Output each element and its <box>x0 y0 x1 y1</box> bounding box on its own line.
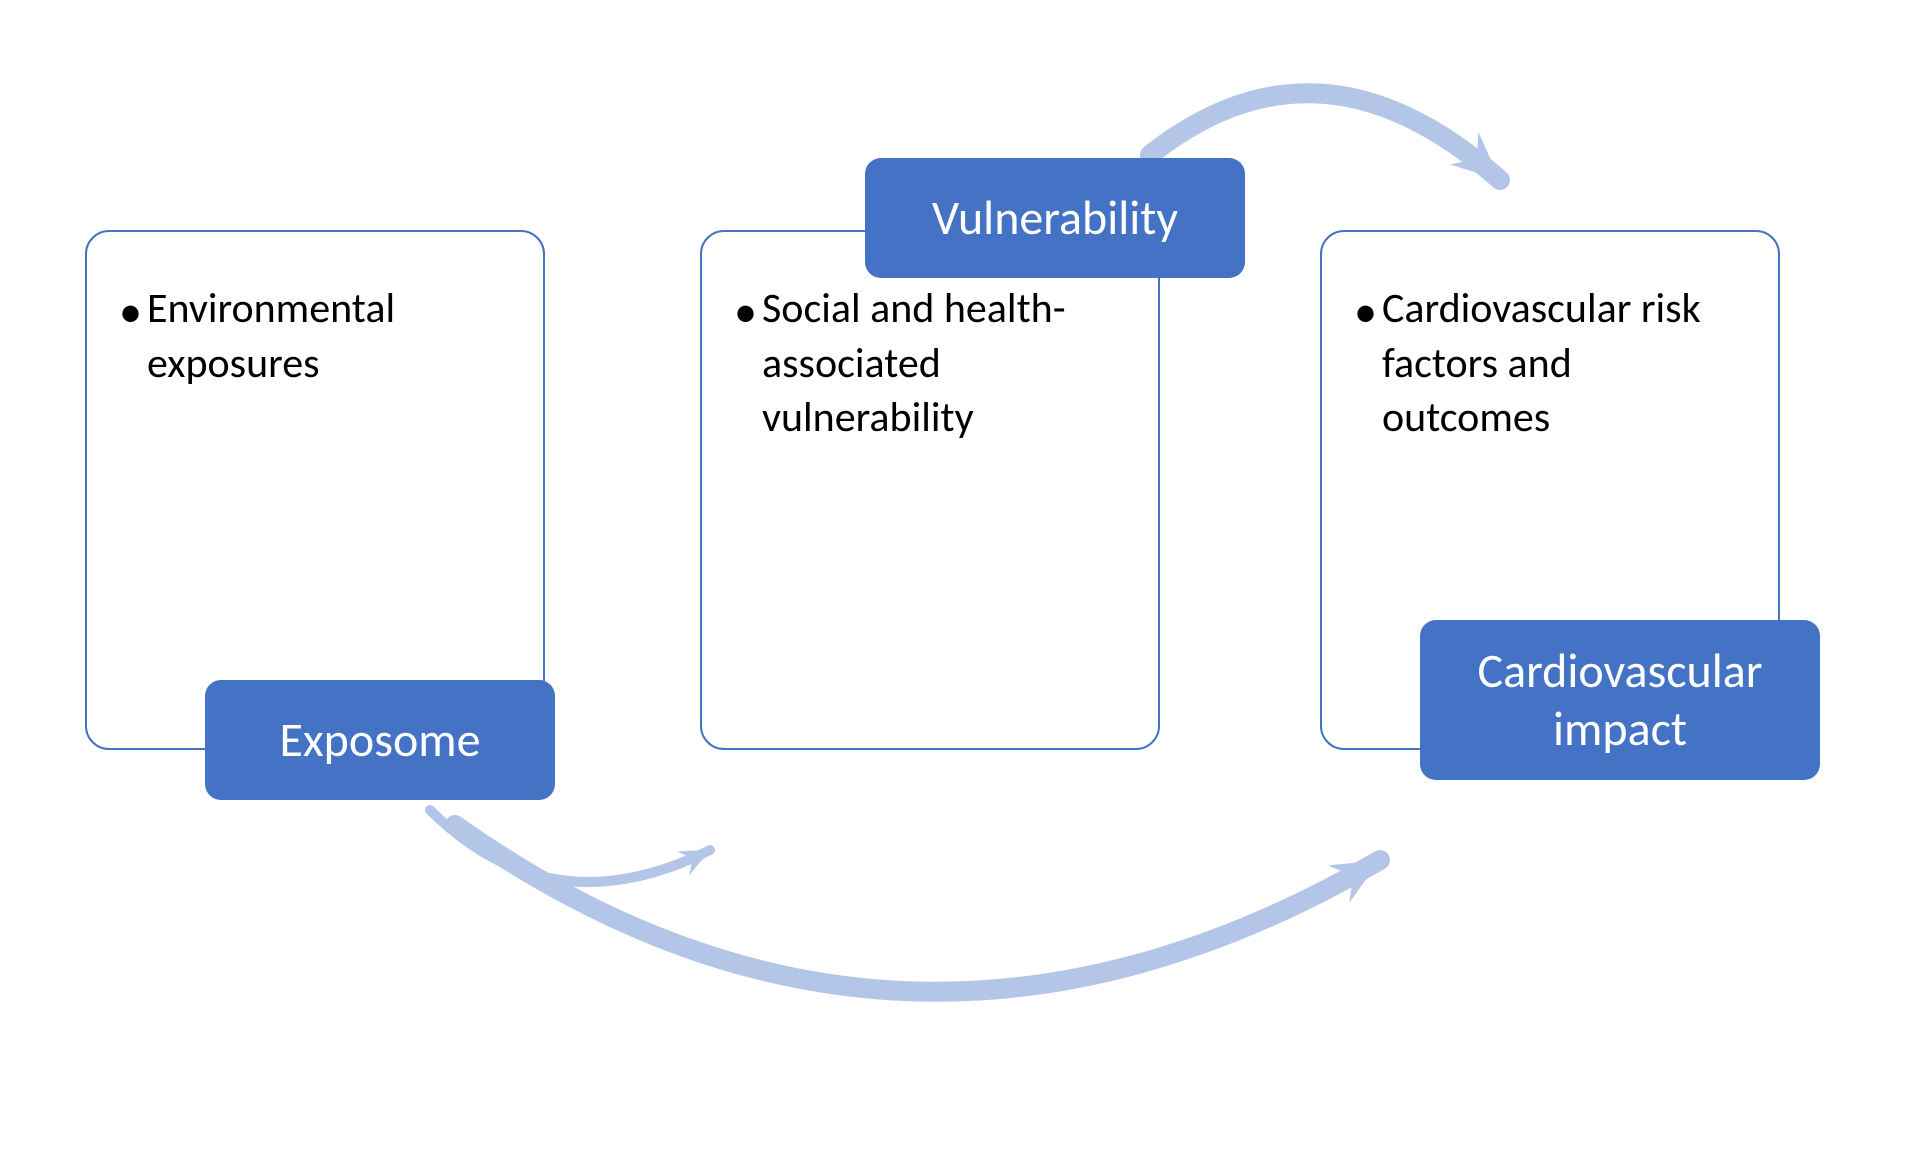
exposome-label: Exposome <box>205 680 555 800</box>
exposome-bullet: Environmental exposures <box>147 282 503 391</box>
vulnerability-card: Social and health-associated vulnerabili… <box>700 230 1160 750</box>
impact-bullet: Cardiovascular risk factors and outcomes <box>1382 282 1738 446</box>
exposome-card: Environmental exposures <box>85 230 545 750</box>
vulnerability-bullet: Social and health-associated vulnerabili… <box>762 282 1118 446</box>
arrow-exposome-to-impact <box>455 825 1380 992</box>
arrow-exposome-to-vulnerability <box>430 810 710 882</box>
vulnerability-label: Vulnerability <box>865 158 1245 278</box>
impact-label: Cardiovascular impact <box>1420 620 1820 780</box>
diagram-container: Environmental exposures Exposome Social … <box>0 0 1920 1158</box>
